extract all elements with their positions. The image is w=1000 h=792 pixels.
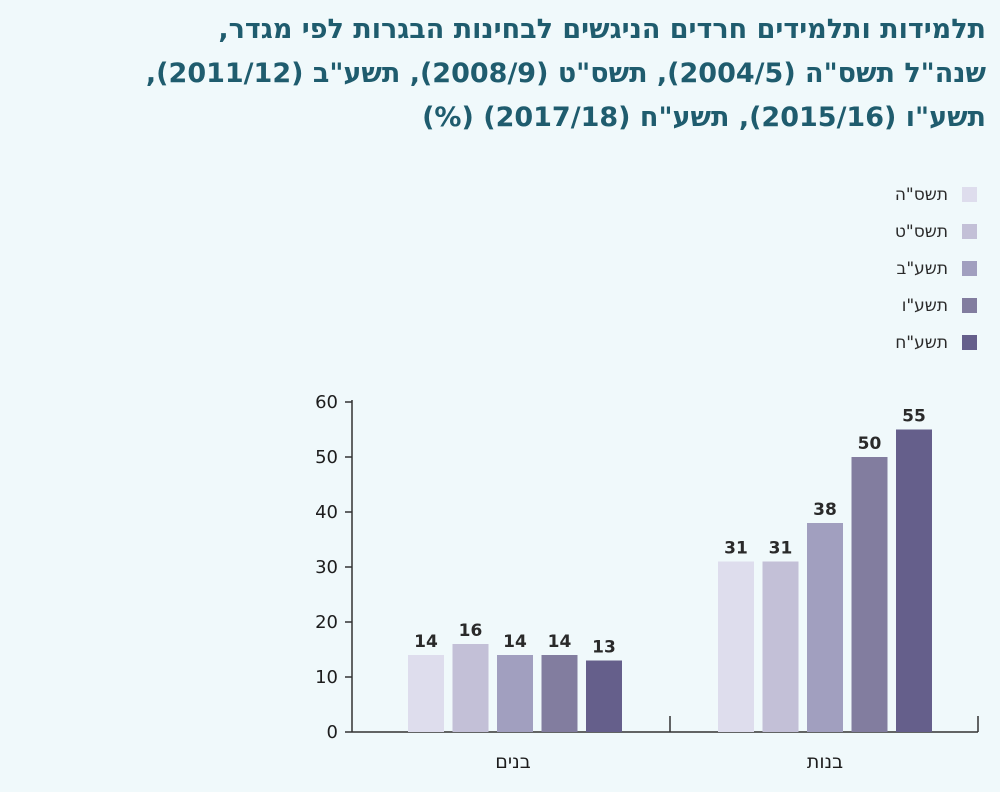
y-tick-label: 20 [315,612,338,633]
legend-label: תשס"ט [895,222,948,242]
data-label: 14 [548,632,572,652]
legend-label: תשס"ה [895,185,948,205]
bar [896,429,932,732]
bar [807,523,843,732]
data-label: 14 [414,632,438,652]
data-label: 13 [592,638,616,658]
title-line-3: תשע"ו (2015/16), תשע"ח (2017/18) (%) [422,102,986,133]
bar [408,655,444,732]
bar [762,561,799,732]
legend-swatch [962,187,977,202]
legend-swatch [962,335,977,350]
y-tick-label: 40 [315,502,338,523]
title-line-1: תלמידות ותלמידים חרדים הניגשים לבחינות ה… [218,14,986,45]
y-tick-label: 30 [315,557,338,578]
category-label: בנות [807,751,843,773]
chart-title: תלמידות ותלמידים חרדים הניגשים לבחינות ה… [26,8,986,140]
bar [851,457,888,732]
data-label: 31 [724,539,748,559]
data-label: 38 [813,500,837,520]
bar [718,561,754,732]
data-label: 16 [459,621,483,641]
bar [452,644,489,732]
legend-swatch [962,298,977,313]
legend-swatch [962,224,977,239]
category-label: בנים [495,751,530,773]
y-tick-label: 50 [315,447,338,468]
legend: תשס"ה תשס"ט תשע"ב תשע"ו תשע"ח [895,185,977,353]
legend-label: תשע"ח [895,333,948,353]
bars: 31 31 38 50 55 14 16 14 14 13 [408,407,932,732]
data-label: 31 [769,539,793,559]
title-line-2: שנה"ל תשס"ה (2004/5), תשס"ט (2008/9), תש… [145,58,986,89]
legend-label: תשע"ו [902,296,948,316]
data-label: 55 [902,407,926,427]
bar [497,655,533,732]
bar [541,655,578,732]
bar [586,660,622,732]
legend-label: תשע"ב [896,259,948,279]
legend-swatch [962,261,977,276]
data-label: 14 [503,632,527,652]
y-tick-label: 0 [327,722,338,743]
y-tick-label: 60 [315,392,338,413]
data-label: 50 [858,434,882,454]
y-tick-label: 10 [315,667,338,688]
